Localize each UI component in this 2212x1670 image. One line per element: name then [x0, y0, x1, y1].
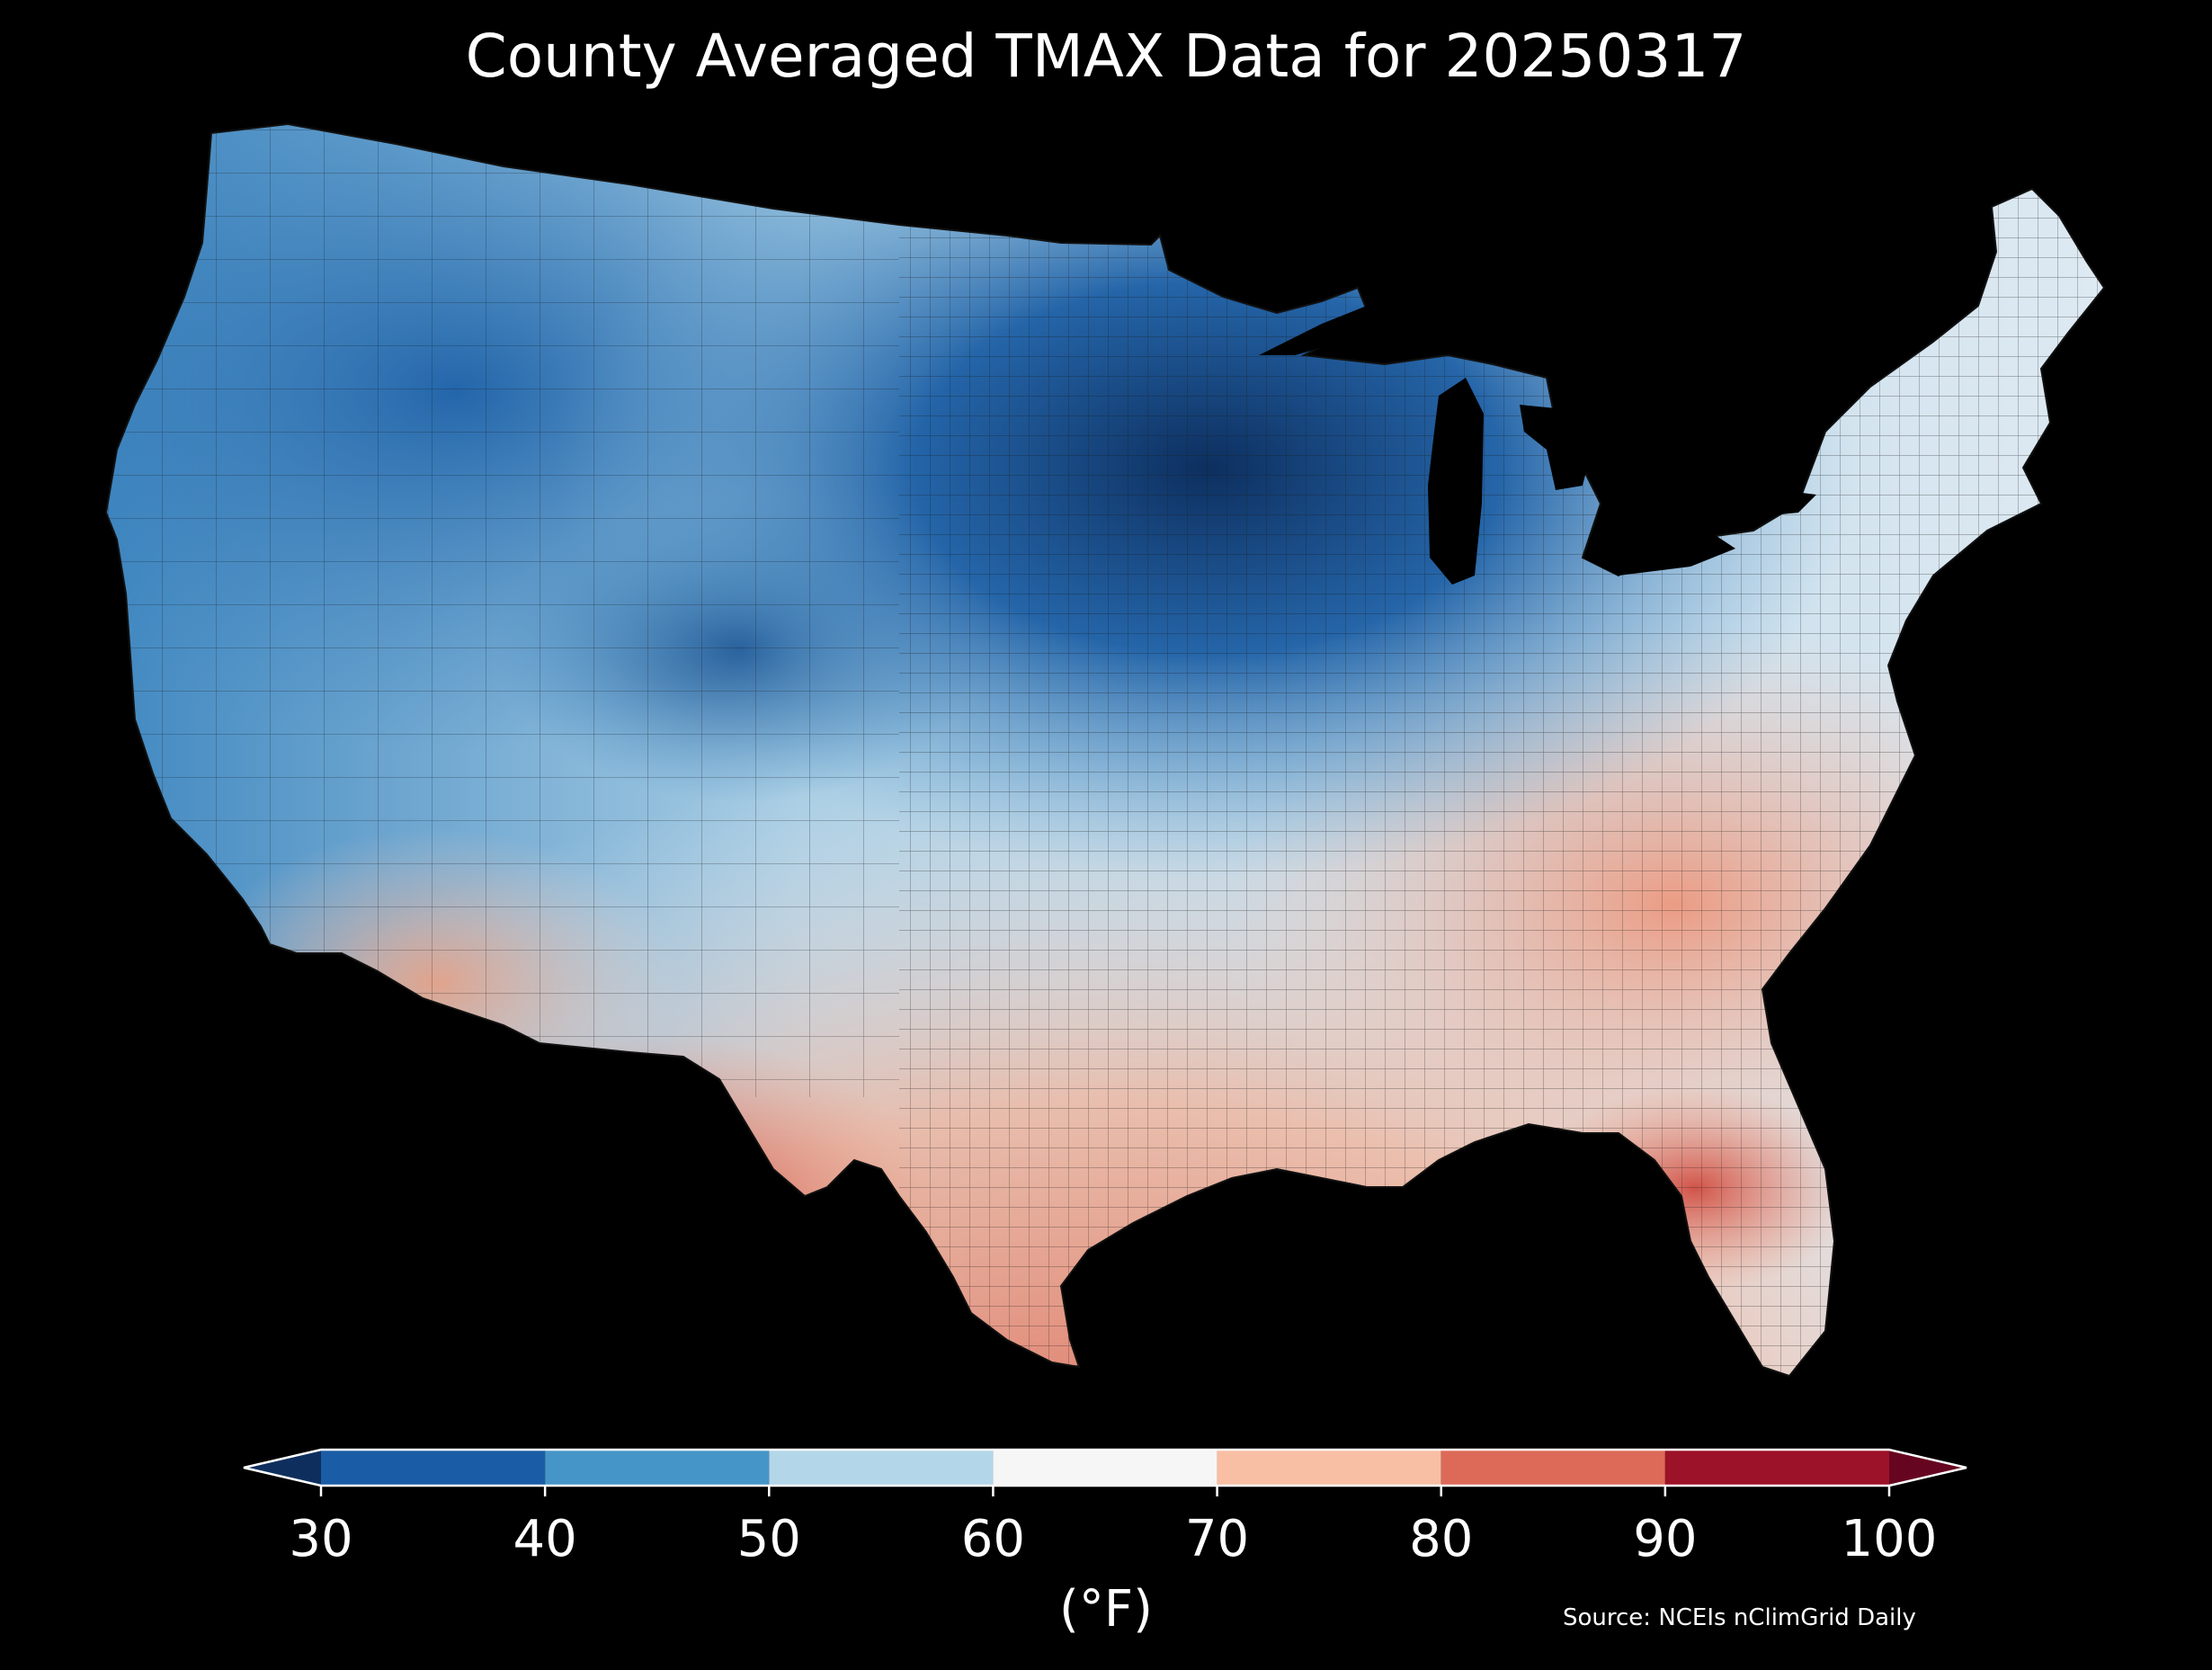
colorbar-tick-label: 80: [1409, 1510, 1474, 1568]
colorbar-unit-label: (°F): [1059, 1580, 1153, 1639]
colorbar-tick-label: 90: [1633, 1510, 1698, 1568]
colorbar-tick-label: 50: [736, 1510, 801, 1568]
source-credit: Source: NCEIs nClimGrid Daily: [1563, 1604, 1916, 1631]
colorbar-tick-label: 60: [960, 1510, 1026, 1568]
great-lakes: [1259, 306, 1816, 585]
colorbar-tick-label: 40: [513, 1510, 577, 1568]
map-title: County Averaged TMAX Data for 20250317: [465, 22, 1747, 91]
colorbar-tick-label: 70: [1184, 1510, 1250, 1568]
colorbar-tick-label: 30: [289, 1510, 353, 1568]
us-outline: [104, 122, 2106, 1378]
us-counties-fill: [106, 124, 2104, 1376]
colorbar-tick-label: 100: [1841, 1510, 1938, 1568]
